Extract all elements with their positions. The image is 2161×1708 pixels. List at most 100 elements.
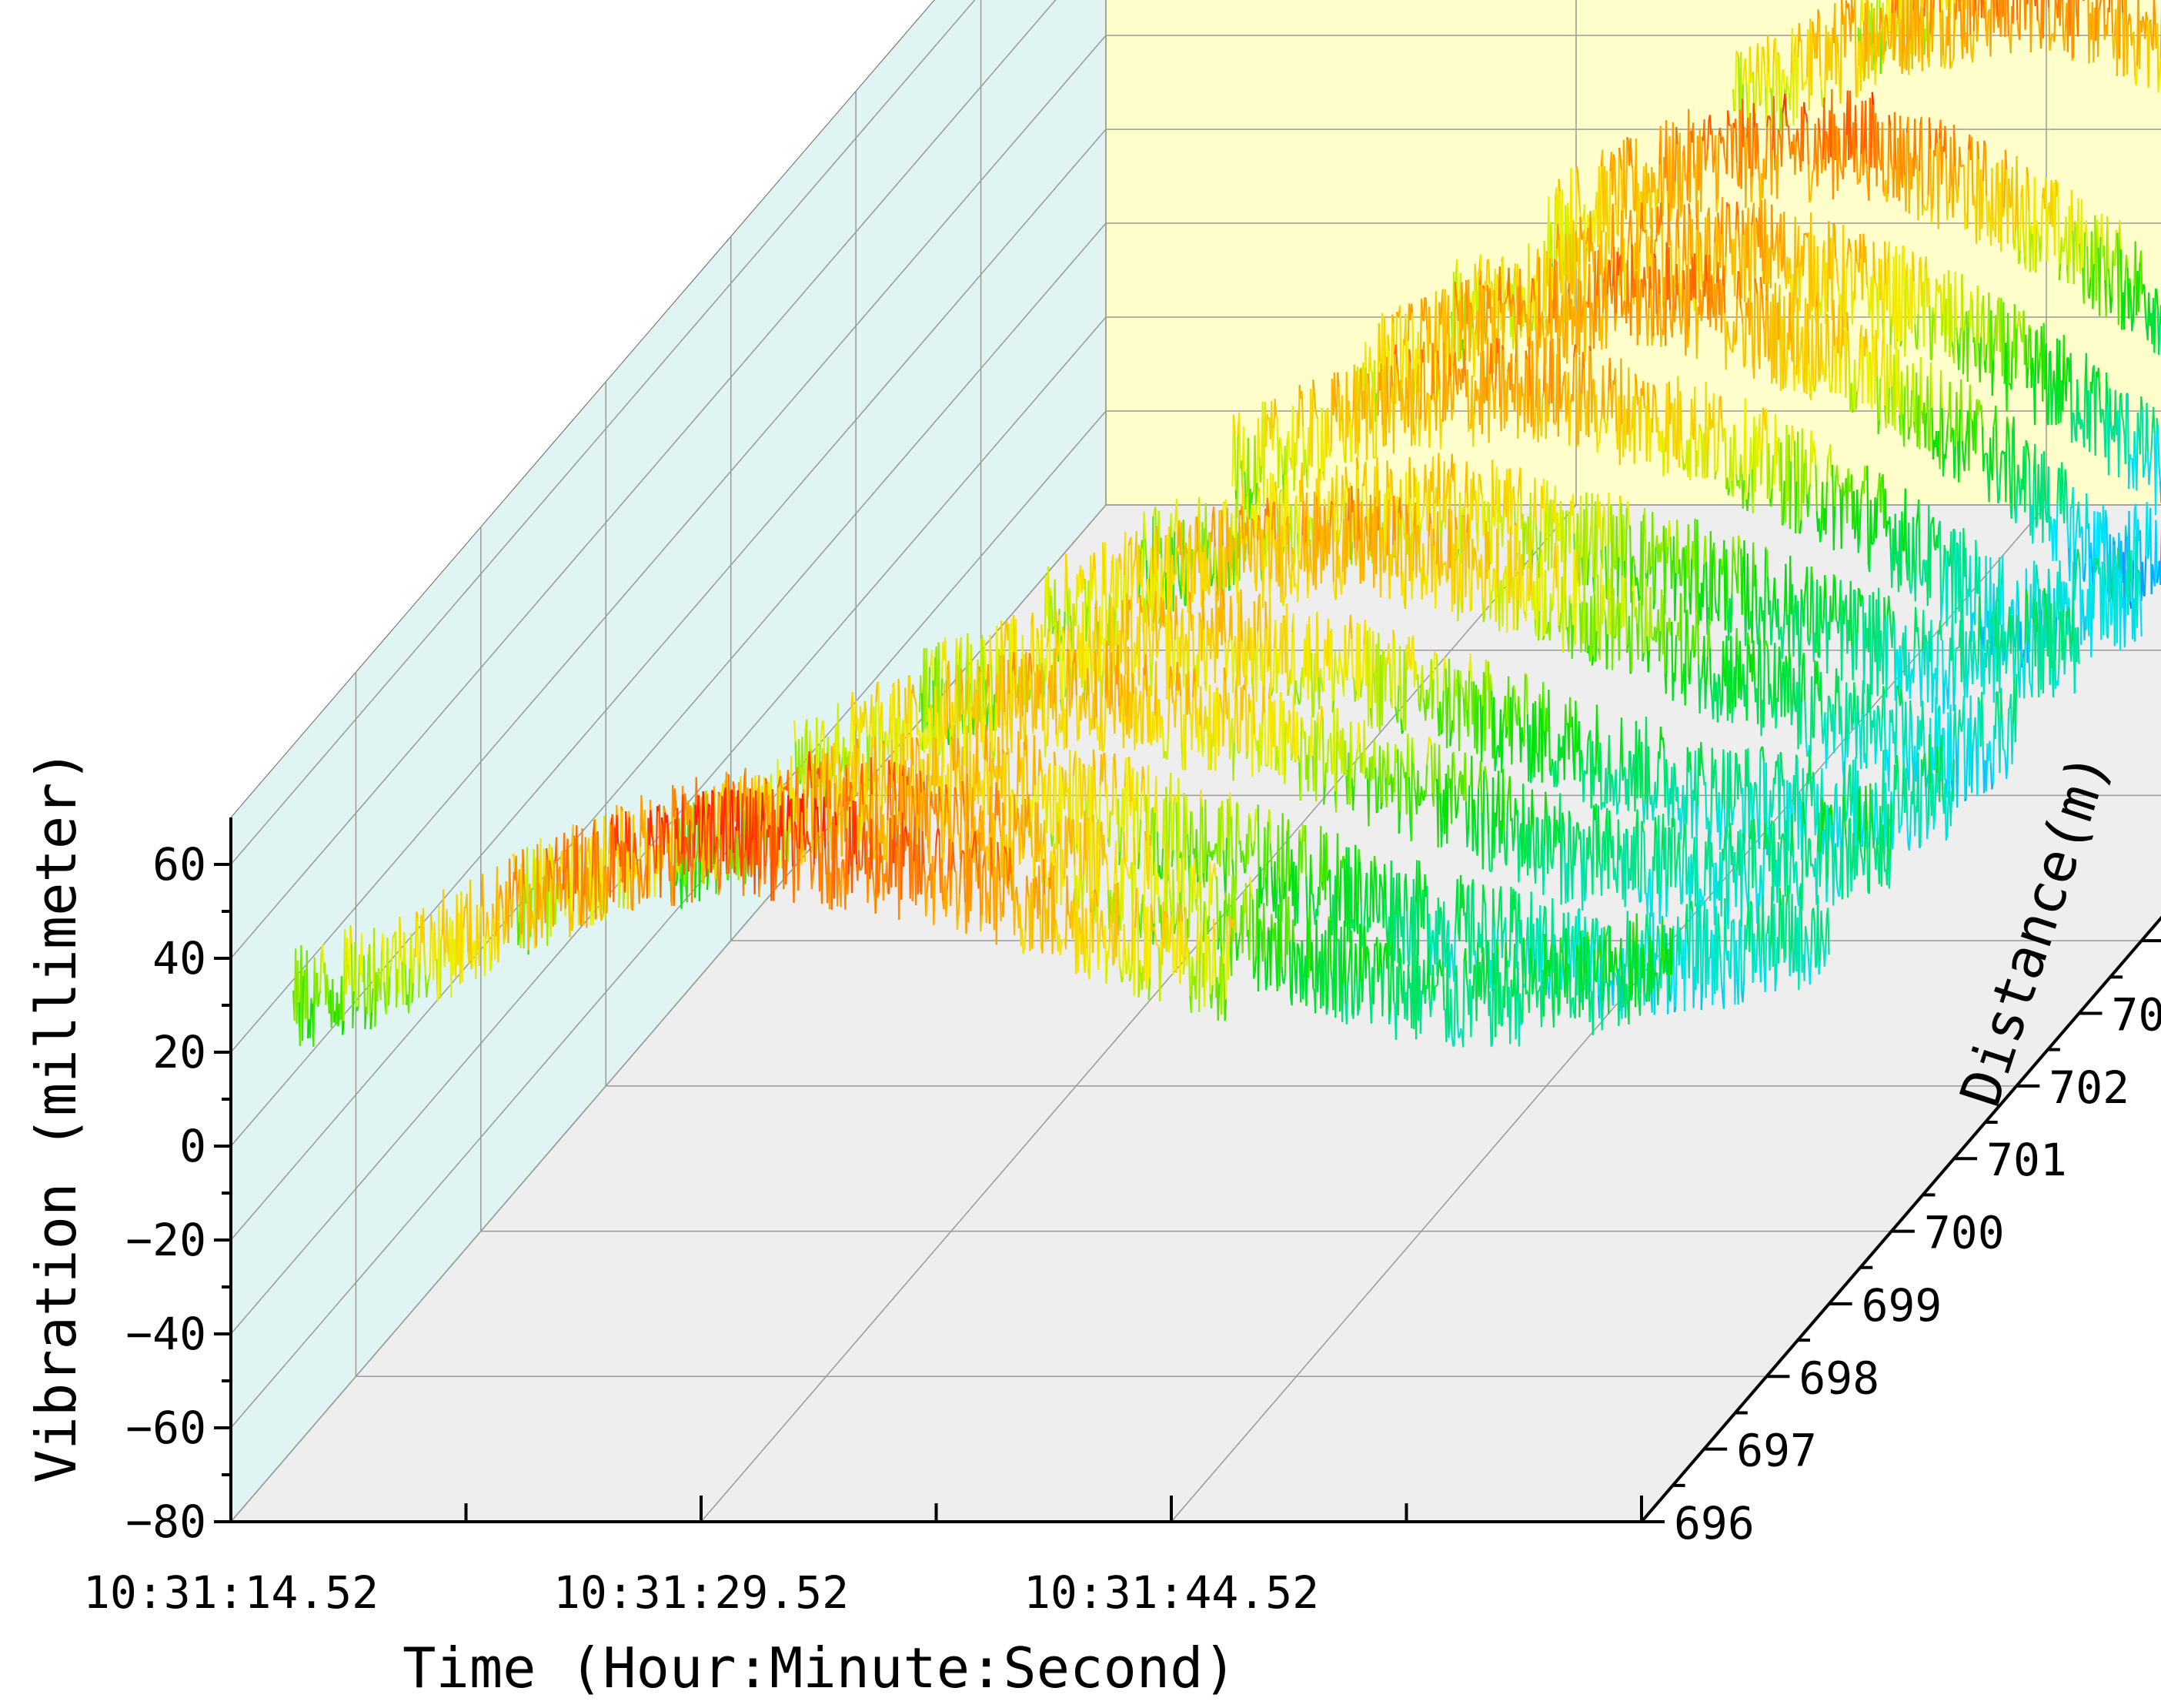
series-segment (1633, 373, 1637, 464)
series-segment (1894, 0, 1897, 12)
series-segment (2098, 4, 2102, 10)
series-segment (1901, 0, 1904, 74)
series-segment (1975, 0, 1977, 12)
series-segment (1660, 202, 1663, 226)
series-segment (1602, 365, 1605, 419)
series-segment (1955, 0, 1958, 20)
series-segment (1875, 329, 1879, 376)
series-segment (1966, 149, 1969, 229)
series-segment (1946, 550, 1950, 567)
series-segment (1494, 505, 1497, 527)
series-segment (1923, 634, 1927, 676)
series-segment (1785, 114, 1789, 127)
series-segment (1414, 419, 1418, 446)
series-segment (1729, 436, 1733, 481)
series-segment (1809, 182, 1813, 201)
series-segment (1743, 366, 1746, 368)
series-segment (1369, 429, 1372, 434)
series-segment (1812, 440, 1815, 449)
series-segment (1680, 212, 1683, 218)
series-segment (1878, 156, 1882, 165)
series-segment (1625, 137, 1628, 220)
series-segment (2038, 352, 2042, 365)
series-segment (1852, 13, 1855, 23)
series-segment (1392, 353, 1396, 454)
series-segment (1815, 9, 1819, 58)
series-segment (1912, 363, 1916, 422)
series-segment (1480, 492, 1484, 496)
series-segment (1380, 363, 1384, 426)
series-segment (2032, 474, 2035, 544)
series-segment (2011, 167, 2015, 241)
series-segment (1952, 58, 1955, 62)
series-segment (1448, 353, 1452, 377)
series-segment (1876, 376, 1879, 435)
series-segment (1575, 348, 1578, 447)
series-segment (1865, 163, 1869, 189)
series-segment (2089, 381, 2092, 453)
series-segment (1889, 31, 1892, 34)
series-segment (1540, 396, 1544, 436)
series-segment (1932, 307, 1936, 315)
series-segment (1744, 617, 1748, 647)
series-segment (1520, 309, 1524, 332)
series-segment (1608, 358, 1612, 389)
series-segment (2108, 0, 2111, 12)
series-segment (1885, 262, 1889, 311)
series-segment (1932, 150, 1935, 209)
series-segment (1949, 136, 1953, 187)
series-segment (1561, 386, 1564, 407)
series-segment (1337, 372, 1340, 387)
series-segment (1997, 0, 2000, 28)
series-segment (1622, 139, 1626, 209)
series-segment (1474, 263, 1478, 285)
series-segment (1946, 550, 1949, 627)
series-segment (1734, 570, 1738, 577)
series-segment (1871, 92, 1875, 105)
series-segment (1725, 110, 1729, 175)
series-segment (1744, 58, 1748, 84)
series-segment (2103, 0, 2106, 40)
series-segment (1598, 440, 1601, 446)
series-segment (2106, 8, 2109, 35)
series-segment (1811, 306, 1815, 313)
series-segment (1953, 446, 1957, 479)
series-segment (2131, 322, 2134, 332)
series-segment (1838, 484, 1842, 490)
series-segment (2028, 324, 2032, 329)
series-segment (1638, 191, 1642, 226)
series-segment (1980, 404, 1983, 426)
series-segment (1872, 592, 1875, 639)
series-segment (1765, 546, 1768, 550)
series-segment (1521, 300, 1525, 309)
series-segment (1765, 549, 1769, 577)
series-segment (1759, 100, 1762, 106)
series-segment (1824, 131, 1828, 171)
series-segment (1698, 232, 1702, 302)
series-segment (1865, 329, 1869, 348)
series-segment (1558, 337, 1561, 410)
series-segment (2097, 9, 2100, 57)
series-segment (1682, 269, 1685, 289)
series-segment (1890, 162, 1894, 170)
series-segment (1541, 392, 1545, 397)
series-segment (1855, 239, 1858, 262)
series-segment (1522, 299, 1525, 302)
series-segment (1902, 0, 1905, 69)
series-segment (1488, 374, 1491, 443)
series-segment (1774, 239, 1778, 252)
series-segment (2137, 569, 2140, 573)
series-segment (1431, 343, 1435, 394)
series-segment (2065, 357, 2069, 402)
series-segment (1669, 404, 1672, 424)
series-line (1451, 196, 2161, 516)
series-segment (1782, 103, 1785, 113)
series-segment (2022, 229, 2026, 257)
series-segment (1861, 33, 1864, 69)
series-segment (2089, 543, 2093, 567)
series-segment (1848, 238, 1852, 247)
series-segment (1772, 39, 1775, 67)
series-segment (2081, 589, 2085, 612)
series-segment (1554, 421, 1557, 426)
series-segment (1612, 154, 1616, 162)
